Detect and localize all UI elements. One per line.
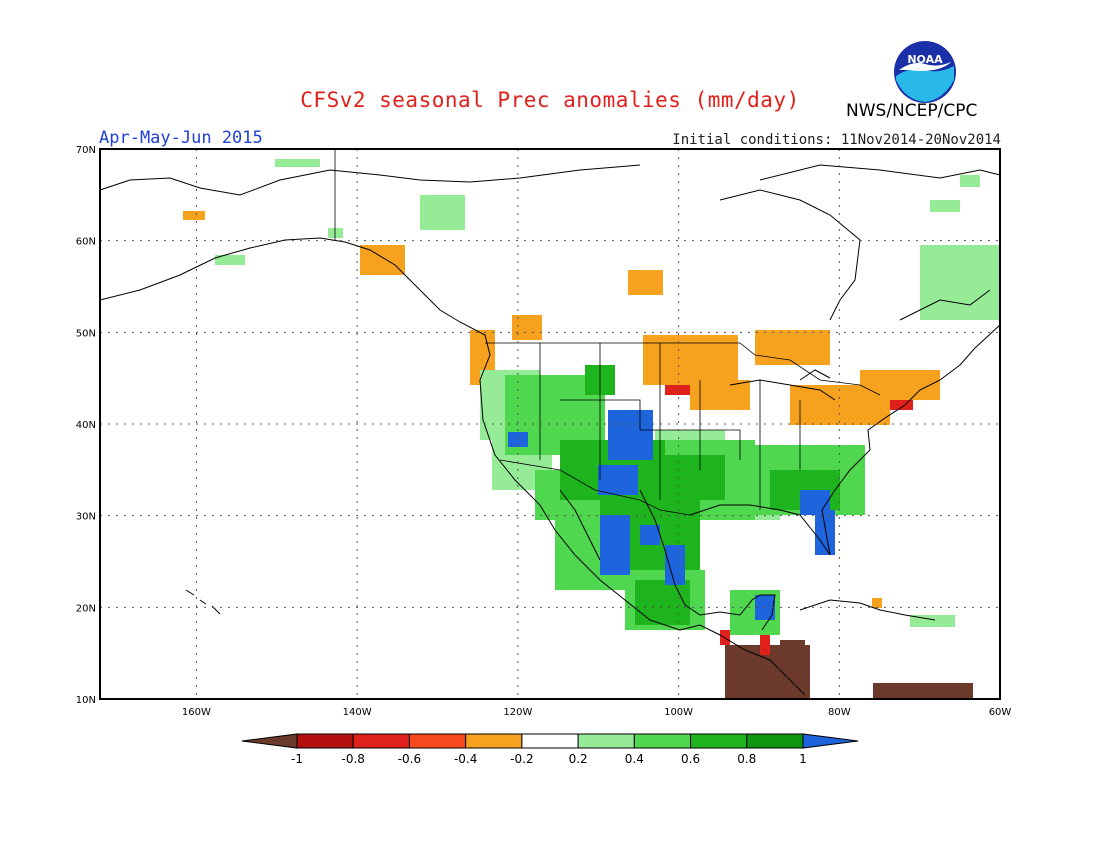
anomaly-cells (183, 159, 1000, 700)
borders (334, 150, 881, 516)
lon-label: 160W (182, 707, 211, 718)
lon-label: 60W (989, 707, 1012, 718)
lat-label: 50N (76, 328, 96, 339)
anomaly-cell (512, 315, 542, 340)
longitude-labels: 160W 140W 120W 100W 80W 60W (182, 707, 1011, 718)
map-frame (99, 148, 1001, 700)
lat-label: 30N (76, 512, 96, 523)
anomaly-cell (608, 410, 653, 460)
initial-conditions-label: Initial conditions: 11Nov2014-20Nov2014 (672, 132, 1001, 148)
lat-label: 40N (76, 420, 96, 431)
precip-anomaly-map: 10N 20N 30N 40N 50N 60N 70N 160W 140W 120W 100W 80… (76, 145, 1012, 718)
latitude-labels: 10N 20N 30N 40N 50N 60N 70N (76, 145, 96, 706)
anomaly-cell (860, 370, 940, 400)
anomaly-cell (215, 255, 245, 265)
lat-lon-grid (100, 149, 1000, 699)
anomaly-cell (760, 630, 770, 655)
anomaly-cell (635, 580, 690, 625)
anomaly-cell (665, 545, 685, 585)
map-title: CFSv2 seasonal Prec anomalies (mm/day) (300, 88, 800, 112)
noaa-logo: NOAA (894, 41, 956, 103)
lon-label: 80W (828, 707, 851, 718)
anomaly-cell (598, 465, 638, 495)
anomaly-cell (960, 175, 980, 187)
anomaly-cell (328, 228, 343, 238)
anomaly-cell (690, 380, 750, 410)
anomaly-cell (655, 455, 725, 500)
anomaly-cell (640, 525, 660, 545)
anomaly-cell (755, 330, 830, 365)
anomaly-cell (275, 159, 320, 167)
lat-label: 10N (76, 695, 96, 706)
anomaly-cell (780, 640, 805, 660)
lat-label: 60N (76, 237, 96, 248)
anomaly-cell (930, 200, 960, 212)
anomaly-cell (360, 245, 405, 275)
anomaly-cell (872, 598, 882, 608)
logo-text: NOAA (907, 53, 943, 66)
anomaly-cell (873, 683, 973, 698)
anomaly-cell (628, 270, 663, 295)
anomaly-cell (420, 195, 465, 230)
coastlines (99, 164, 1001, 696)
anomaly-cell (600, 515, 630, 575)
lon-label: 140W (343, 707, 372, 718)
lat-label: 20N (76, 603, 96, 614)
lon-label: 100W (664, 707, 693, 718)
lon-label: 120W (503, 707, 532, 718)
anomaly-cell (920, 245, 1000, 320)
anomaly-cell (643, 335, 738, 385)
anomaly-cell (815, 510, 835, 555)
agency-label: NWS/NCEP/CPC (846, 101, 978, 121)
anomaly-cell (508, 432, 528, 447)
period-label: Apr-May-Jun 2015 (99, 128, 263, 148)
anomaly-cell (183, 211, 205, 220)
lat-label: 70N (76, 145, 96, 156)
